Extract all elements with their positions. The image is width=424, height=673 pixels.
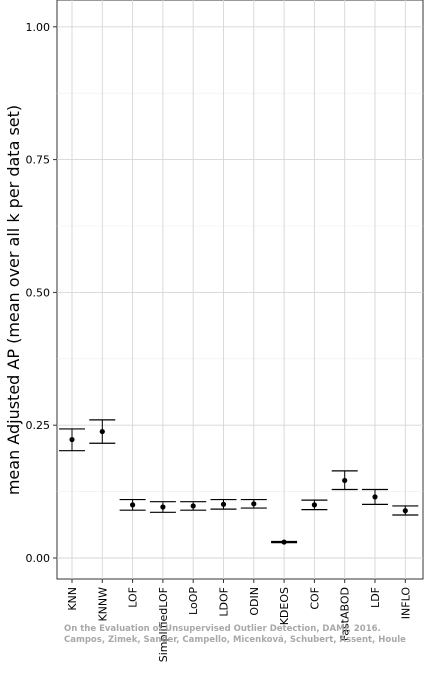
x-axis-ticks: KNN KNNW LOF SimplifiedLOF LoOP LDOF ODIN KDEOS… — [66, 579, 412, 662]
x-tick-label: LOF — [127, 587, 140, 608]
y-tick-label: 0.00 — [26, 552, 51, 565]
major-gridlines — [57, 0, 423, 579]
data-point — [281, 539, 287, 545]
data-point — [160, 504, 166, 510]
data-point — [99, 428, 105, 435]
y-tick-label: 0.25 — [26, 419, 51, 432]
data-point — [190, 503, 196, 509]
data-marks — [59, 419, 419, 545]
y-tick-label: 1.00 — [26, 21, 51, 34]
data-point-group-knn — [59, 428, 85, 452]
x-tick-label: KNN — [66, 587, 79, 611]
data-point-group-ldf — [362, 488, 388, 505]
data-point-group-knnw — [89, 419, 116, 444]
data-point-group-odin — [240, 498, 267, 509]
x-tick-label: ODIN — [248, 587, 261, 616]
y-tick-label: 0.50 — [26, 286, 51, 299]
watermark-line: Campos, Zimek, Sander, Campello, Micenko… — [64, 635, 406, 645]
x-tick-label: LDF — [369, 587, 382, 608]
x-tick-label: KDEOS — [278, 587, 291, 625]
y-axis-ticks: 0.00 0.25 0.50 0.75 1.00 — [26, 21, 57, 565]
data-point — [311, 502, 317, 508]
x-tick-label: SimplifiedLOF — [157, 587, 170, 662]
data-point-group-cof — [301, 499, 328, 511]
x-tick-label: FastABOD — [339, 587, 352, 641]
data-point — [372, 494, 378, 500]
data-point — [342, 477, 348, 484]
watermark: On the Evaluation of Unsupervised Outlie… — [64, 624, 406, 645]
data-point — [402, 508, 408, 514]
data-point — [251, 501, 257, 507]
data-point-group-loop — [180, 501, 207, 511]
y-axis-label: mean Adjusted AP (mean over all k per da… — [4, 105, 23, 495]
x-tick-label: LoOP — [187, 587, 200, 615]
x-tick-label: INFLO — [399, 587, 412, 620]
data-point — [130, 502, 136, 508]
x-tick-label: COF — [308, 587, 321, 610]
x-tick-label: KNNW — [96, 587, 109, 622]
data-point-group-kdeos — [271, 539, 298, 545]
minor-gridlines — [57, 92, 423, 492]
data-point-group-lof — [119, 498, 146, 511]
data-point — [69, 436, 75, 443]
watermark-line: On the Evaluation of Unsupervised Outlie… — [64, 624, 381, 634]
plot-panel — [56, 0, 424, 580]
data-point-group-simplifiedlof — [149, 501, 176, 513]
x-tick-label: LDOF — [218, 587, 231, 617]
data-point-group-ldof — [210, 498, 237, 510]
y-tick-label: 0.75 — [26, 154, 51, 167]
data-point-group-fastabod — [331, 470, 358, 491]
data-point-group-inflo — [392, 505, 419, 516]
data-point — [220, 501, 227, 507]
